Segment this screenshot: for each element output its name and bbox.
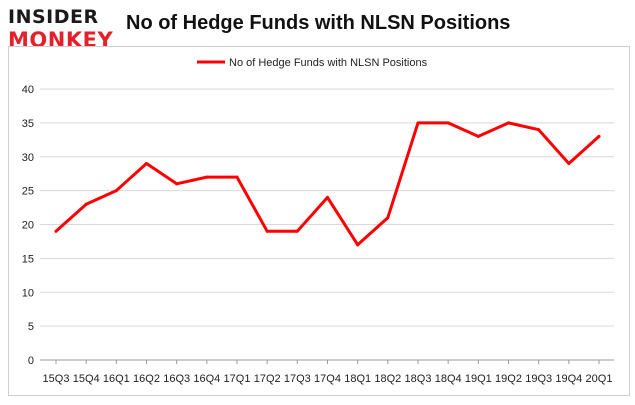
- x-tick-label: 18Q1: [344, 373, 371, 385]
- y-tick-label: 30: [22, 152, 34, 164]
- data-point: [537, 128, 541, 132]
- y-tick-label: 35: [22, 118, 34, 130]
- data-point: [295, 229, 299, 233]
- y-tick-label: 10: [22, 287, 34, 299]
- y-tick-label: 0: [28, 355, 34, 367]
- x-tick-label: 17Q3: [284, 373, 311, 385]
- x-tick-label: 15Q3: [43, 373, 70, 385]
- x-tick-label: 17Q2: [254, 373, 281, 385]
- x-tick-label: 19Q3: [525, 373, 552, 385]
- data-point: [205, 175, 209, 179]
- x-tick-label: 16Q3: [163, 373, 190, 385]
- x-tick-label: 16Q2: [133, 373, 160, 385]
- data-point: [567, 162, 571, 166]
- data-point: [416, 121, 420, 125]
- data-point: [597, 134, 601, 138]
- x-tick-label: 16Q4: [193, 373, 220, 385]
- legend-label: No of Hedge Funds with NLSN Positions: [229, 57, 428, 69]
- y-tick-label: 15: [22, 253, 34, 265]
- series-line: [54, 121, 601, 247]
- y-tick-label: 25: [22, 186, 34, 198]
- x-tick-label: 18Q2: [374, 373, 401, 385]
- x-tick-label: 19Q1: [465, 373, 492, 385]
- data-point: [446, 121, 450, 125]
- data-point: [326, 195, 329, 199]
- data-point: [507, 121, 510, 125]
- series-group: [54, 121, 601, 247]
- y-tick-label: 5: [28, 321, 34, 333]
- data-point: [235, 175, 239, 179]
- data-point: [175, 182, 179, 186]
- x-tick-label: 18Q4: [435, 373, 462, 385]
- x-tick-label: 17Q1: [224, 373, 251, 385]
- gridlines: [40, 88, 614, 361]
- data-point: [356, 243, 360, 247]
- data-point: [265, 229, 269, 233]
- data-point: [54, 229, 58, 233]
- x-tick-label: 17Q4: [314, 373, 341, 385]
- x-tick-label: 15Q4: [73, 373, 100, 385]
- x-tick-label: 20Q1: [586, 373, 613, 385]
- data-point: [84, 202, 88, 206]
- x-tick-label: 16Q1: [103, 373, 130, 385]
- x-tick-label: 19Q2: [495, 373, 522, 385]
- data-point: [386, 216, 390, 220]
- chart-title: No of Hedge Funds with NLSN Positions: [126, 12, 511, 34]
- logo-text-top: INSIDER: [8, 6, 99, 28]
- legend: No of Hedge Funds with NLSN Positions: [197, 57, 428, 69]
- data-point: [476, 134, 480, 138]
- x-tick-label: 18Q3: [405, 373, 432, 385]
- y-axis-ticks: 0 5 10 15 20 25 30 35 40: [22, 84, 34, 367]
- data-point: [145, 162, 148, 166]
- chart-frame: [8, 46, 630, 396]
- x-axis-ticks: 15Q3 15Q4 16Q1 16Q2 16Q3 16Q4 17Q1 17Q2 17Q3 17Q4…: [43, 360, 613, 385]
- y-tick-label: 20: [22, 220, 34, 232]
- y-tick-label: 40: [22, 84, 34, 96]
- x-tick-label: 19Q4: [555, 373, 582, 385]
- data-point: [114, 189, 118, 193]
